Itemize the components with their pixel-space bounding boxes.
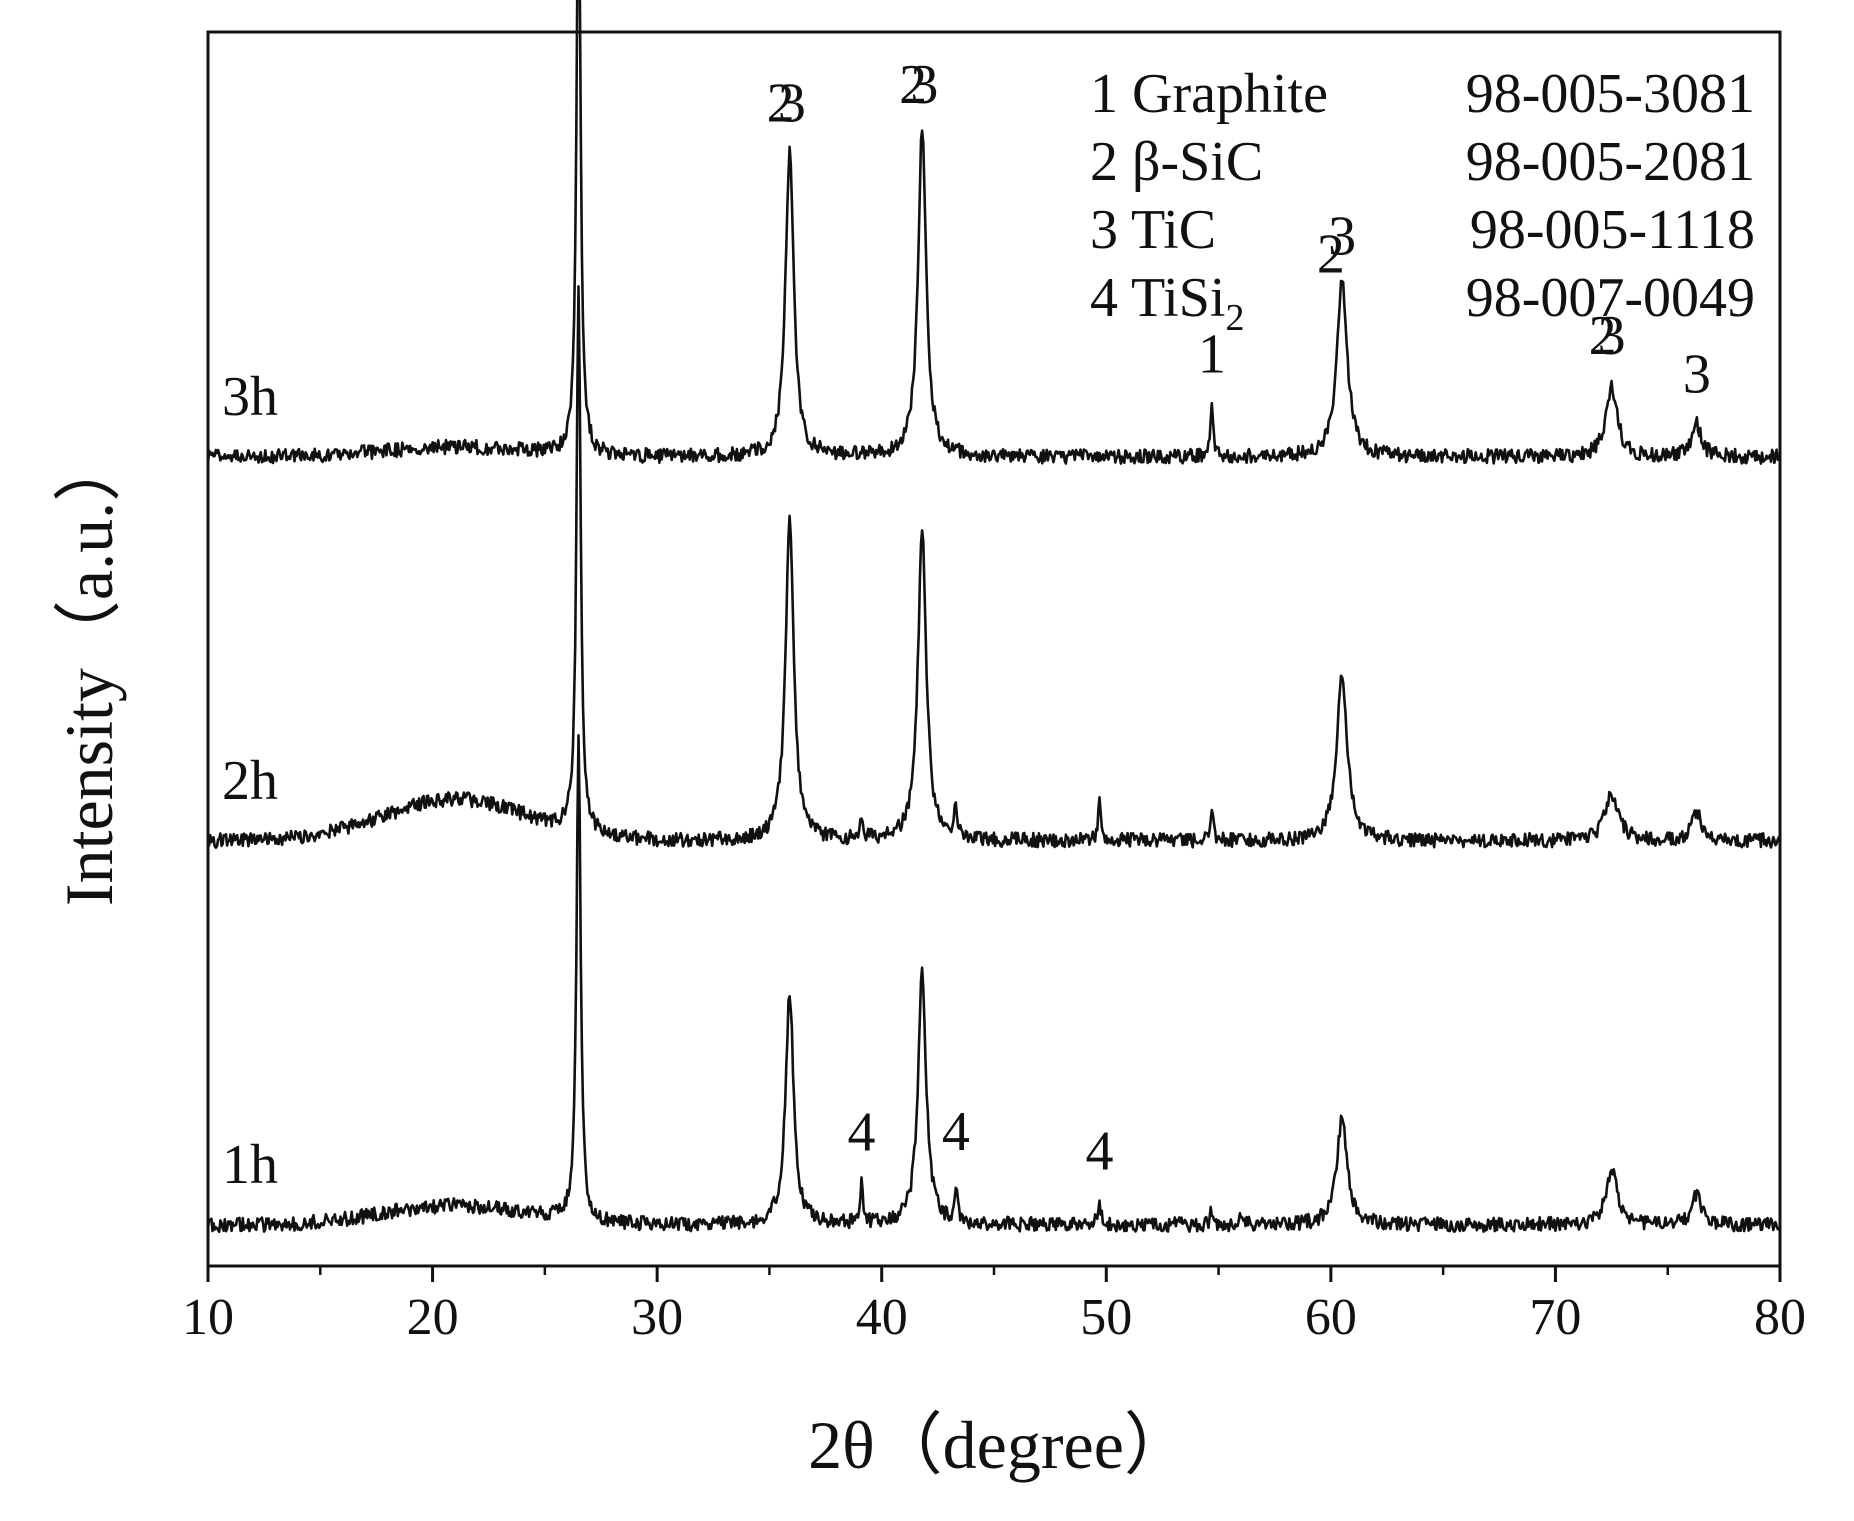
series-label-3h: 3h [222,366,278,428]
x-tick-label: 70 [1529,1289,1581,1346]
peak-label: 4 [942,1101,970,1163]
x-axis: 10 20 30 40 50 60 70 80 [182,1266,1806,1346]
x-tick-label: 60 [1305,1289,1357,1346]
x-tick-label: 10 [182,1289,234,1346]
x-tick-label: 40 [856,1289,908,1346]
series-label-2h: 2h [222,750,278,812]
legend-phase: 4 TiSi2 [1090,267,1245,339]
x-axis-title: 2θ（degree） [808,1407,1192,1483]
series-labels: 3h 2h 1h [222,366,278,1196]
legend: 1 Graphite 98-005-3081 2 β-SiC 98-005-2081 3… [1090,63,1755,339]
x-tick-label: 20 [407,1289,459,1346]
peak-label: 3 [1683,343,1711,405]
legend-phase: 3 TiC [1090,199,1216,261]
legend-phase: 1 Graphite [1090,63,1328,125]
legend-card: 98-005-3081 [1466,63,1755,125]
y-axis-title: Intensity（a.u.） [51,434,127,906]
series-line-1h [206,734,1782,1234]
series-layer [206,0,1782,1234]
legend-card: 98-005-2081 [1466,131,1755,193]
peak-label: 2 [1589,305,1617,367]
peak-label: 3 [778,73,806,135]
peak-label: 4 [1086,1120,1114,1182]
peak-label: 3 [910,54,938,116]
peak-label: 2 [1317,224,1345,286]
legend-subscript: 2 [1226,297,1245,339]
legend-card: 98-005-1118 [1470,199,1755,261]
legend-card: 98-007-0049 [1466,267,1755,329]
peak-label: 2 [899,54,927,116]
series-label-1h: 1h [222,1134,278,1196]
series-line-3h [206,0,1782,465]
peak-label: 3 [1598,305,1626,367]
series-line-2h [206,285,1782,849]
peak-label: 2 [767,73,795,135]
peak-label: 3 [1328,205,1356,267]
peak-label: 1 [1198,324,1226,386]
peak-labels: 12323123233444 [767,54,1711,1182]
legend-phase: 2 β-SiC [1090,131,1263,193]
x-tick-label: 80 [1754,1289,1806,1346]
x-tick-label: 30 [631,1289,683,1346]
x-tick-label: 50 [1080,1289,1132,1346]
peak-label: 4 [848,1102,876,1164]
